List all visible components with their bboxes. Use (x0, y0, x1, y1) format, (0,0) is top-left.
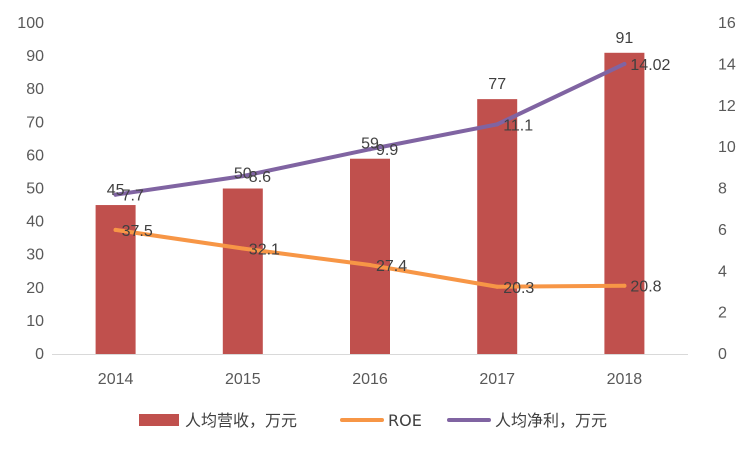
y-left-tick-label: 70 (26, 114, 44, 131)
bar (477, 99, 518, 354)
line-layer (113, 61, 627, 289)
line-point (622, 283, 627, 288)
y-right-tick-label: 4 (718, 263, 727, 280)
line-data-label: 9.9 (376, 142, 398, 159)
y-left-tick-label: 80 (26, 81, 44, 98)
x-tick-label: 2018 (607, 371, 643, 388)
x-tick-label: 2015 (225, 371, 261, 388)
line-point (495, 122, 500, 127)
line-data-label: 20.3 (503, 280, 534, 297)
y-right-tick-label: 10 (718, 139, 736, 156)
y-left-tick-label: 20 (26, 280, 44, 297)
y-left-tick-label: 100 (17, 15, 44, 32)
legend: 人均营收，万元 ROE 人均净利，万元 (139, 411, 607, 430)
legend-label: 人均净利，万元 (495, 411, 607, 430)
bar (350, 158, 390, 354)
bar (604, 52, 645, 354)
bar-data-label: 77 (488, 76, 506, 93)
line-data-label: 11.1 (503, 117, 533, 134)
line-data-label: 14.02 (630, 57, 670, 74)
line-data-label: 20.8 (630, 279, 661, 296)
line-data-label: 8.6 (249, 169, 271, 186)
legend-label: 人均营收，万元 (185, 411, 297, 430)
line-point (113, 192, 118, 197)
line-data-label: 32.1 (249, 241, 280, 258)
legend-swatch (139, 414, 179, 426)
x-tick-label: 2017 (479, 371, 515, 388)
y-left-tick-label: 90 (26, 48, 44, 65)
line-point (368, 147, 372, 152)
y-left-tick-label: 40 (26, 214, 44, 231)
bar-data-label: 91 (616, 30, 634, 47)
y-left-tick-label: 60 (26, 147, 44, 164)
x-tick-label: 2014 (98, 371, 134, 388)
line-point (240, 246, 245, 251)
line-point (622, 61, 627, 66)
y-left-tick-label: 10 (26, 313, 44, 330)
line-point (368, 263, 372, 268)
bar-layer (95, 52, 645, 354)
line-data-label: 37.5 (122, 223, 153, 240)
x-tick-label: 2016 (352, 371, 388, 388)
y-right-tick-label: 2 (718, 305, 727, 322)
bar-data-label: 50 (234, 166, 252, 183)
line-point (113, 227, 118, 232)
line-data-label: 7.7 (122, 188, 144, 205)
y-right-tick-label: 12 (718, 98, 736, 115)
y-left-tick-label: 30 (26, 247, 44, 264)
axes-layer: 0 10 20 30 40 50 60 70 80 90 100 0 2 4 6 8 10 12 14 16 2014 2… (17, 15, 736, 388)
line-point (240, 174, 245, 179)
y-left-tick-label: 0 (35, 346, 44, 363)
bar-data-label: 59 (361, 136, 379, 153)
data-label-layer: 45 50 59 77 91 37.5 32.1 27.4 20.3 20.8 7.7 8.6 9.9 1… (107, 30, 671, 297)
y-right-tick-label: 6 (718, 222, 727, 239)
bar-data-label: 45 (107, 182, 125, 199)
line-data-label: 27.4 (376, 258, 407, 275)
legend-label: ROE (388, 411, 422, 430)
y-right-tick-label: 8 (718, 181, 727, 198)
y-right-tick-label: 14 (718, 56, 736, 73)
line-point (495, 284, 500, 289)
y-right-tick-label: 0 (718, 346, 727, 363)
y-left-tick-label: 50 (26, 181, 44, 198)
y-right-tick-label: 16 (718, 15, 736, 32)
bar (222, 188, 263, 354)
